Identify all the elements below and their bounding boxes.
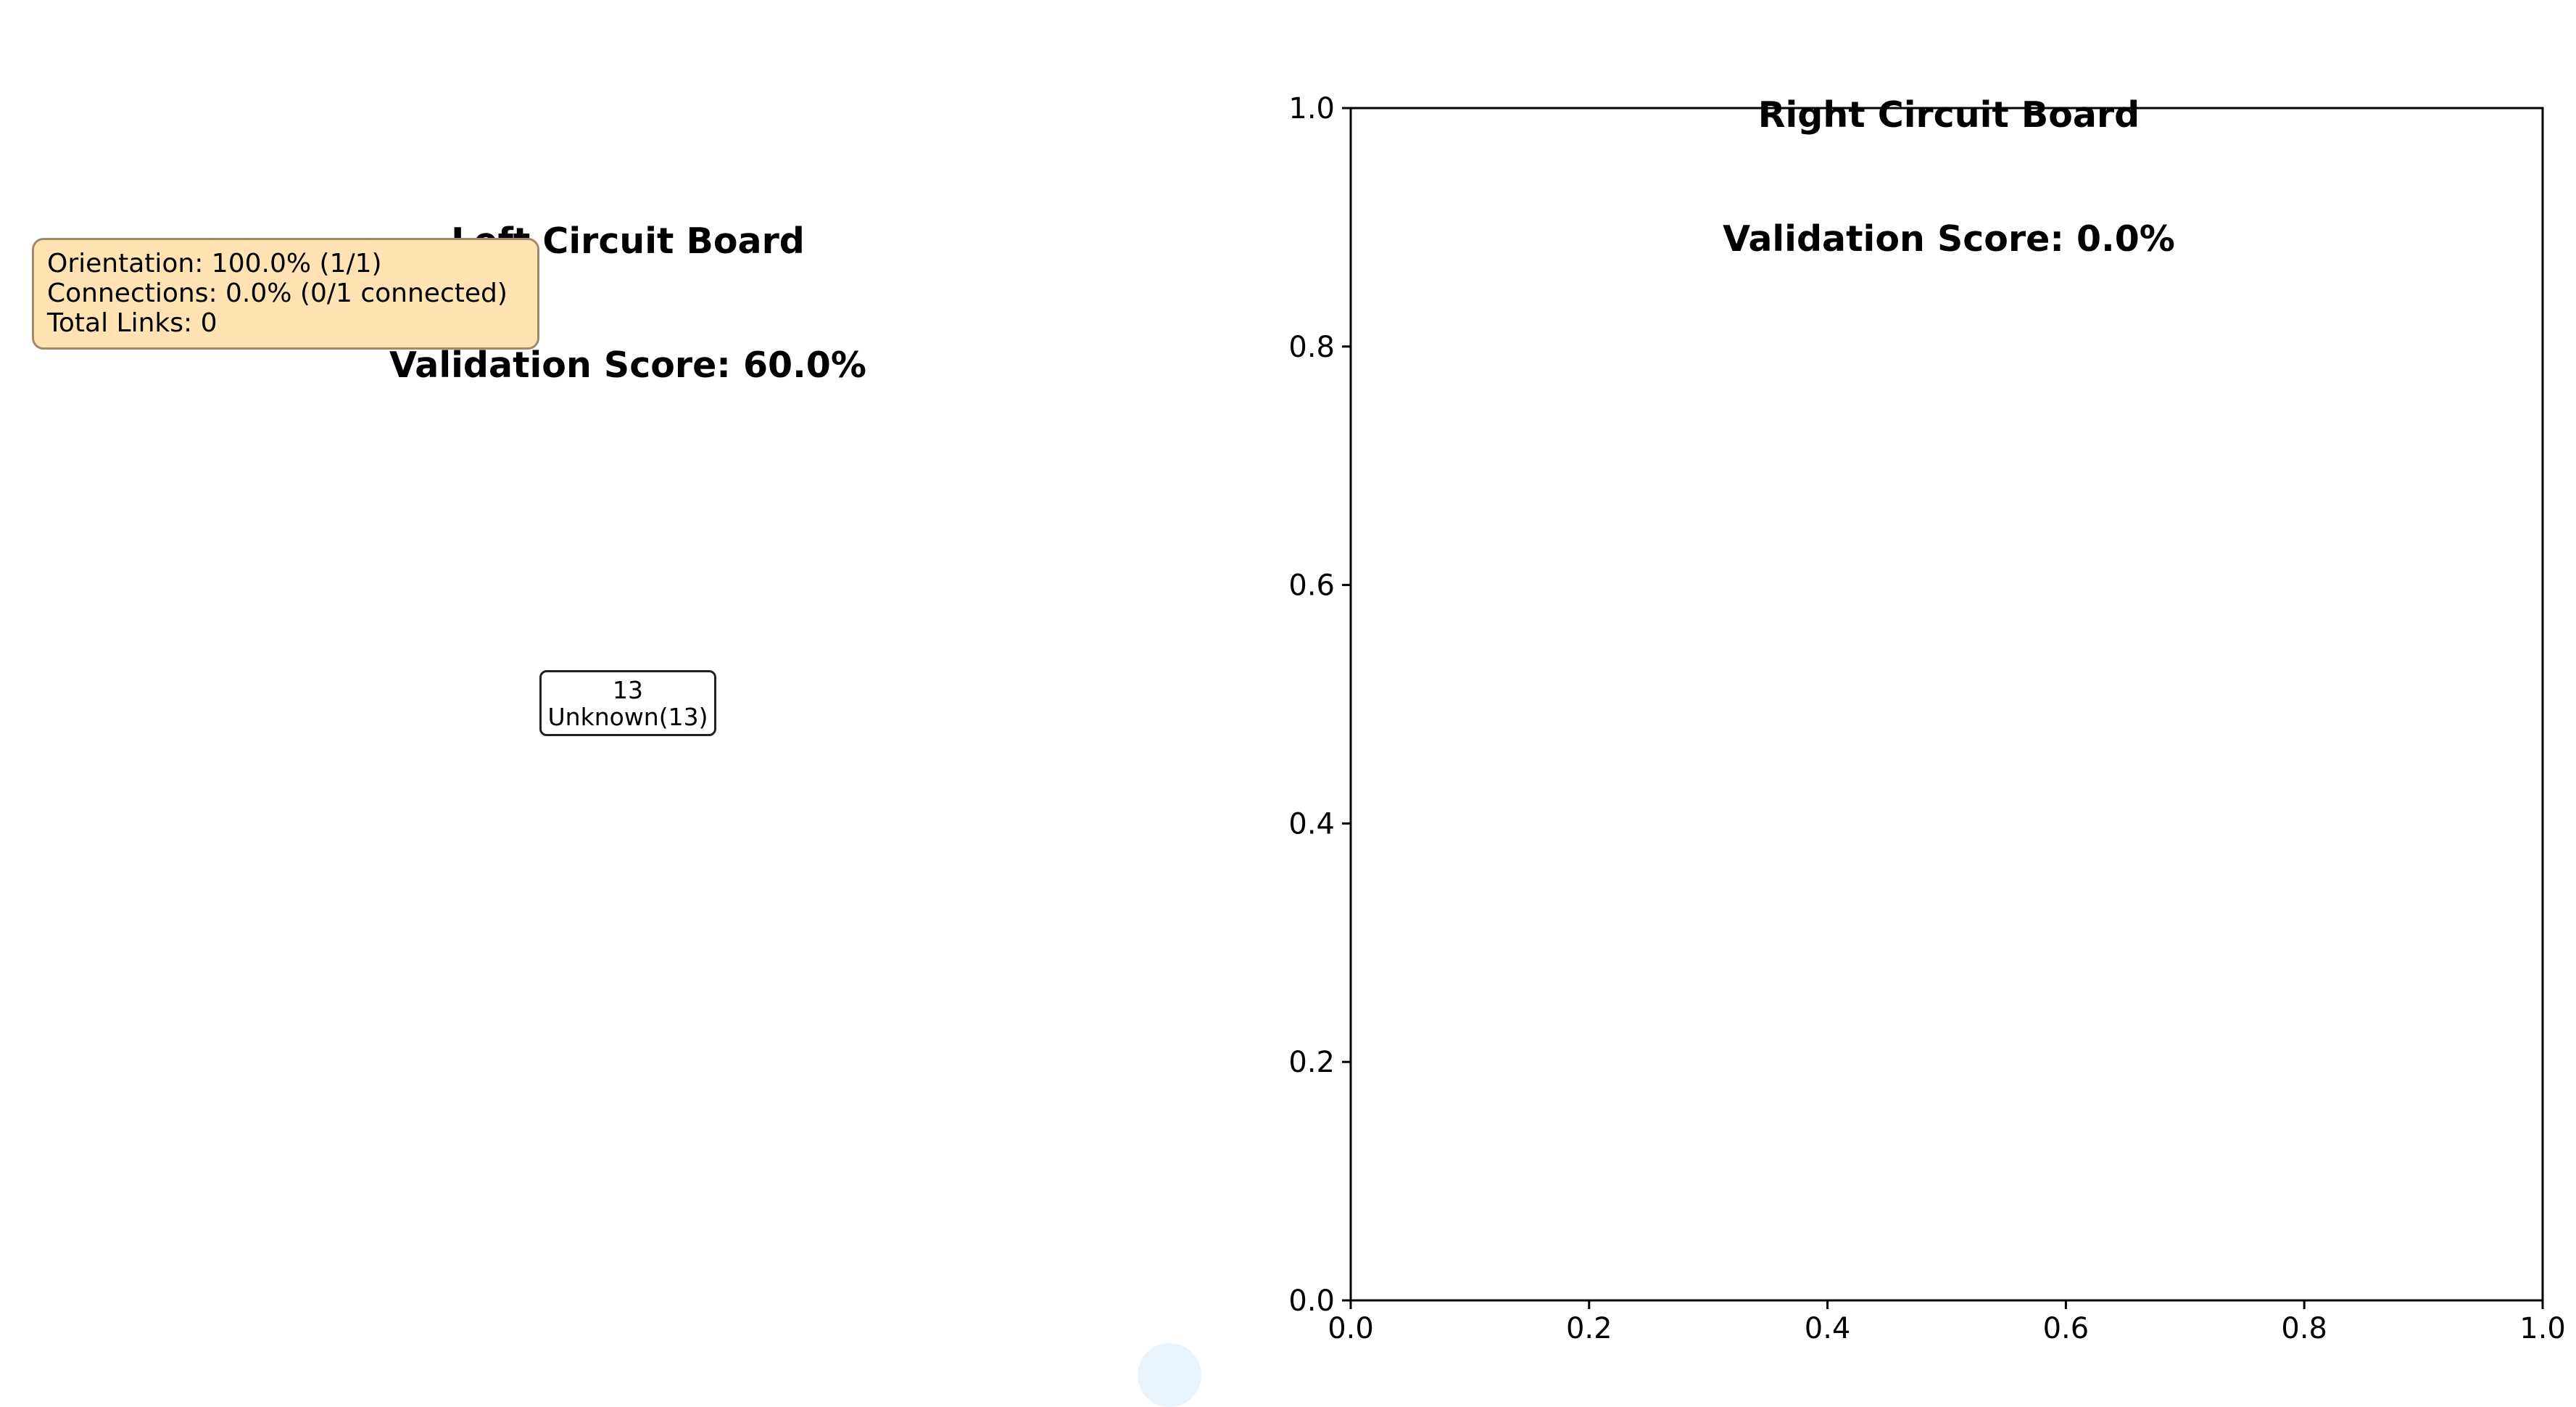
node-id-label: 13 (613, 676, 643, 704)
y-tick-label: 0.8 (1288, 331, 1335, 364)
right-board-axes: 0.0 0.2 0.4 0.6 0.8 1.0 0.0 0.2 0.4 0.6 0.8 1.0 (1288, 92, 2566, 1345)
x-tick-label: 0.2 (1566, 1312, 1612, 1345)
total-links-stat: Total Links: 0 (47, 308, 218, 338)
x-tick-label: 0.0 (1328, 1312, 1374, 1345)
x-tick-label: 0.8 (2281, 1312, 2327, 1345)
y-tick-label: 0.6 (1288, 569, 1335, 603)
y-axis-ticks: 0.0 0.2 0.4 0.6 0.8 1.0 (1288, 92, 1351, 1318)
left-board-score: Validation Score: 60.0% (389, 344, 866, 386)
x-tick-label: 1.0 (2519, 1312, 2566, 1345)
left-board-title: Left Circuit Board Validation Score: 60.… (265, 138, 990, 427)
right-board-title-line1: Right Circuit Board (1757, 94, 2140, 136)
right-plot-area (1349, 107, 2544, 1302)
left-board-title-line1: Left Circuit Board (451, 220, 805, 262)
node-type-label: Unknown(13) (547, 703, 708, 731)
validation-stats-box: Orientation: 100.0% (1/1) Connections: 0… (32, 238, 539, 350)
x-tick-label: 0.6 (2043, 1312, 2090, 1345)
y-tick-label: 1.0 (1288, 92, 1335, 125)
connections-stat: Connections: 0.0% (0/1 connected) (47, 278, 508, 308)
x-axis-ticks: 0.0 0.2 0.4 0.6 0.8 1.0 (1328, 1300, 2566, 1345)
orientation-stat: Orientation: 100.0% (1/1) (47, 249, 382, 278)
y-tick-label: 0.0 (1288, 1284, 1335, 1318)
y-tick-label: 0.4 (1288, 807, 1335, 841)
y-tick-label: 0.2 (1288, 1046, 1335, 1079)
right-board-score: Validation Score: 0.0% (1723, 218, 2175, 260)
x-tick-label: 0.4 (1805, 1312, 1851, 1345)
right-board-title: Right Circuit Board Validation Score: 0.… (1586, 12, 2311, 301)
